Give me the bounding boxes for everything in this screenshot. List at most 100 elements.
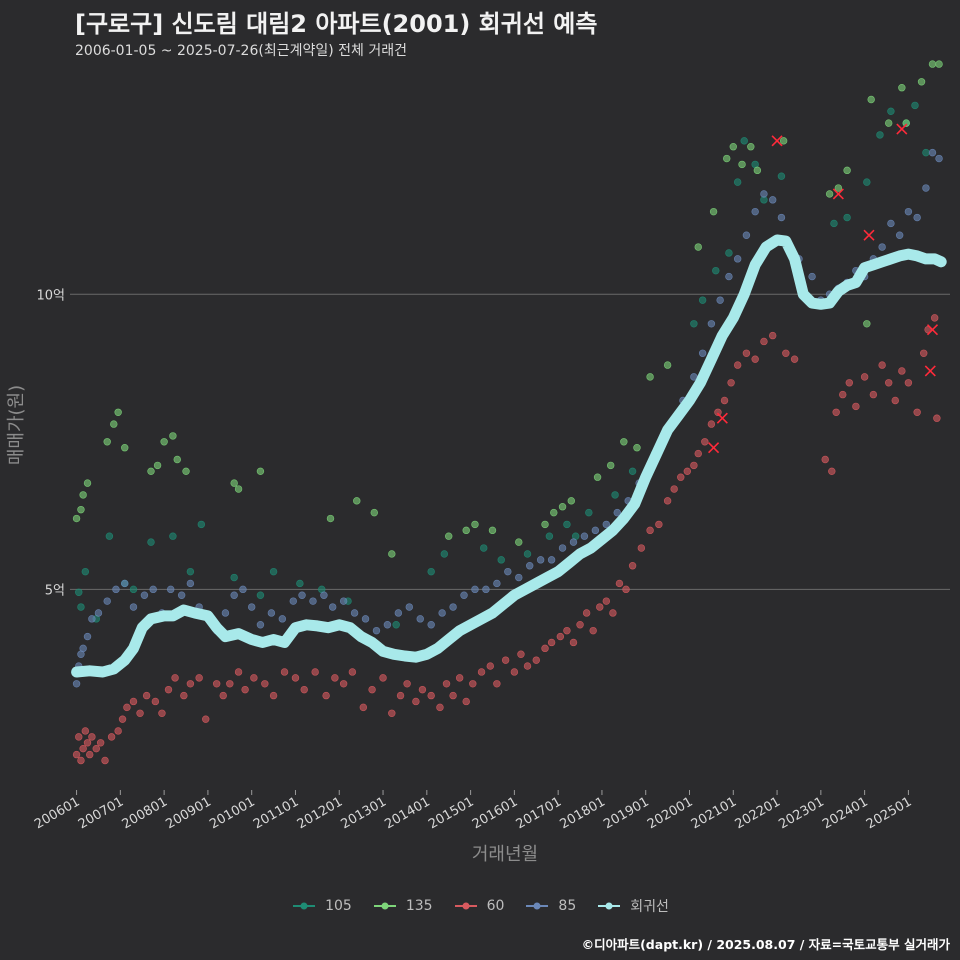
point-135	[550, 508, 558, 517]
legend-key-icon	[293, 902, 316, 910]
point-85	[777, 213, 786, 222]
point-105	[545, 532, 554, 540]
point-85	[887, 219, 895, 228]
point-60	[118, 715, 127, 723]
x-tick-label: 201401	[382, 794, 432, 832]
point-105	[563, 520, 571, 529]
point-60	[81, 727, 90, 735]
point-60	[418, 685, 427, 694]
point-60	[79, 744, 87, 753]
point-135	[898, 84, 906, 92]
point-105	[922, 148, 930, 157]
point-85	[121, 579, 129, 588]
point-135	[834, 184, 843, 192]
point-135	[663, 361, 672, 369]
point-60	[828, 467, 836, 476]
point-60	[683, 467, 692, 476]
point-135	[902, 119, 910, 127]
point-105	[81, 567, 90, 576]
point-60	[129, 697, 138, 706]
point-135	[753, 166, 762, 175]
point-135	[843, 166, 851, 175]
point-85	[698, 349, 707, 357]
point-85	[768, 196, 777, 204]
legend-key-icon	[373, 902, 396, 910]
point-60	[733, 361, 742, 369]
legend-item-135: 135	[372, 896, 433, 916]
point-105	[230, 573, 238, 582]
point-135	[388, 550, 396, 558]
point-105	[830, 219, 838, 228]
point-85	[149, 585, 157, 594]
point-135	[147, 467, 155, 476]
point-105	[186, 567, 195, 576]
point-135	[103, 438, 111, 446]
point-60	[186, 680, 195, 688]
point-135	[121, 444, 129, 452]
point-105	[105, 532, 114, 540]
point-60	[563, 626, 571, 635]
legend-label: 105	[325, 898, 352, 914]
y-tick-label: 5억	[45, 583, 65, 598]
x-tick-label: 201101	[251, 794, 301, 832]
highlight-marker	[708, 442, 720, 454]
x-axis-title: 거래년월	[472, 844, 538, 865]
point-85	[913, 213, 921, 222]
point-135	[471, 520, 479, 529]
point-60	[311, 668, 319, 676]
point-60	[532, 656, 540, 664]
point-105	[777, 172, 786, 180]
point-135	[738, 160, 746, 169]
point-60	[821, 455, 829, 464]
point-85	[247, 603, 256, 611]
point-135	[488, 526, 497, 535]
point-135	[606, 461, 615, 470]
point-85	[751, 207, 759, 216]
point-85	[602, 520, 611, 529]
point-60	[269, 691, 278, 700]
highlight-marker	[896, 123, 908, 135]
point-60	[727, 379, 735, 387]
point-60	[300, 685, 308, 694]
point-85	[350, 609, 359, 617]
point-85	[278, 615, 287, 623]
point-105	[698, 296, 707, 304]
point-85	[328, 603, 337, 611]
point-85	[438, 609, 446, 617]
point-60	[72, 750, 81, 759]
point-60	[388, 709, 396, 717]
x-tick-label: 201601	[470, 794, 520, 832]
point-60	[427, 691, 435, 700]
x-tick-label: 201801	[557, 794, 607, 832]
point-60	[234, 668, 243, 676]
legend-item-105: 105	[291, 896, 352, 916]
x-tick-label: 200901	[163, 794, 213, 832]
point-60	[930, 314, 939, 322]
point-60	[891, 396, 899, 405]
point-60	[114, 727, 122, 735]
point-60	[609, 609, 617, 617]
point-85	[298, 591, 306, 599]
point-135	[234, 485, 243, 493]
x-tick-label: 202101	[689, 794, 739, 832]
point-135	[153, 461, 162, 470]
point-60	[368, 685, 376, 694]
point-135	[825, 190, 834, 198]
point-135	[646, 373, 654, 381]
point-60	[195, 674, 203, 682]
point-105	[690, 320, 698, 328]
point-60	[869, 390, 878, 399]
point-105	[740, 137, 748, 145]
point-85	[140, 591, 149, 599]
point-60	[768, 331, 777, 340]
point-85	[72, 680, 81, 688]
point-60	[655, 520, 663, 529]
point-60	[839, 390, 847, 399]
point-60	[136, 709, 144, 717]
point-85	[186, 579, 195, 588]
point-85	[742, 231, 751, 239]
point-105	[523, 550, 532, 558]
point-60	[615, 579, 624, 588]
point-60	[449, 691, 457, 700]
legend-label: 60	[486, 898, 505, 914]
